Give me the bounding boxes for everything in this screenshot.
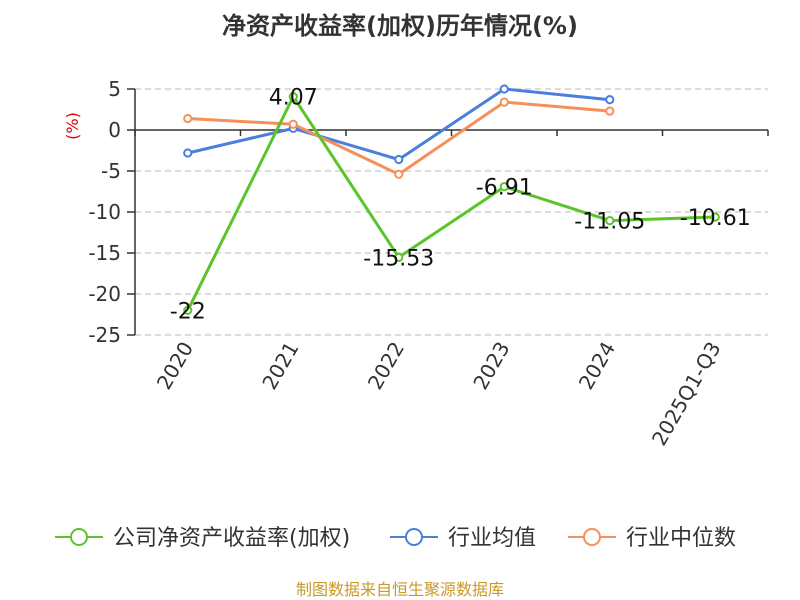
y-tick-label: -15 (88, 241, 121, 265)
data-point (499, 84, 509, 94)
x-tick-label: 2022 (363, 338, 409, 394)
data-point (288, 92, 298, 102)
data-point (183, 305, 193, 315)
data-label: -6.91 (476, 176, 533, 201)
series-line-0 (186, 95, 716, 312)
x-tick-label: 2023 (468, 338, 514, 394)
y-tick-label: 0 (108, 118, 121, 142)
x-tick-label: 2025Q1-Q3 (647, 338, 726, 450)
y-tick-label: -25 (88, 323, 121, 347)
data-point (605, 216, 615, 226)
chart-title: 净资产收益率(加权)历年情况(%) (222, 12, 578, 40)
data-label: -22 (170, 299, 206, 324)
data-label: -10.61 (680, 206, 751, 231)
data-label: -15.53 (363, 246, 434, 271)
legend-marker (405, 528, 423, 546)
x-tick-label: 2024 (574, 338, 620, 394)
y-tick-label: -20 (88, 282, 121, 306)
legend-label: 行业均值 (448, 526, 536, 551)
data-point (288, 119, 298, 129)
data-point (605, 95, 615, 105)
series-lines (183, 84, 720, 315)
data-point (183, 148, 193, 158)
data-point (710, 212, 720, 222)
legend-marker (583, 528, 601, 546)
y-tick-label: -10 (88, 200, 121, 224)
series-line-1 (187, 87, 610, 161)
grid-lines (135, 88, 768, 336)
data-source-note: 制图数据来自恒生聚源数据库 (296, 580, 504, 599)
data-point (394, 169, 404, 179)
legend-label: 公司净资产收益率(加权) (113, 526, 350, 551)
legend-marker (70, 528, 88, 546)
data-point (394, 252, 404, 262)
x-tick-label: 2021 (257, 338, 303, 394)
legend: 公司净资产收益率(加权) 行业均值 行业中位数 (55, 526, 736, 551)
data-labels: -22 4.07 -15.53 -6.91 -11.05 -10.61 (170, 86, 751, 325)
data-label: -11.05 (574, 210, 645, 235)
x-tick-label: 2020 (152, 338, 198, 394)
y-tick-label: -5 (101, 159, 121, 183)
data-point (394, 154, 404, 165)
data-point (605, 106, 615, 116)
data-point (183, 113, 193, 124)
y-axis-unit-label: (%) (63, 112, 82, 140)
data-point (499, 97, 509, 107)
legend-label: 行业中位数 (626, 526, 736, 551)
y-tick-label: 5 (108, 77, 121, 101)
data-label: 4.07 (269, 86, 318, 111)
data-point (499, 182, 509, 192)
